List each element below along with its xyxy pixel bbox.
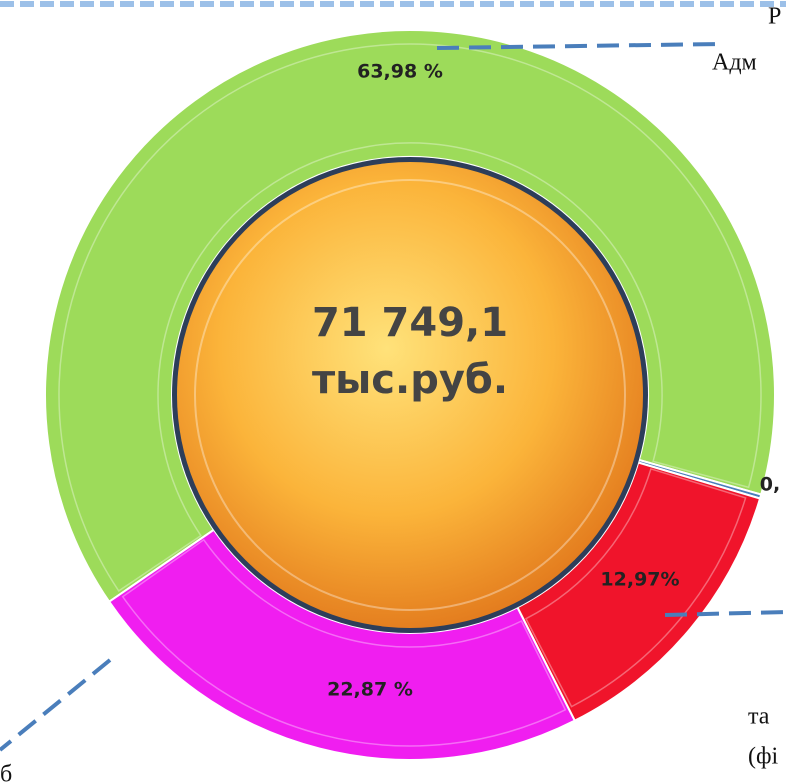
segment-bevel bbox=[524, 467, 747, 708]
value-label: 12,97% bbox=[600, 569, 679, 591]
annotation: та bbox=[748, 704, 770, 730]
value-label: 63,98 % bbox=[357, 61, 443, 83]
annotation: (фі bbox=[748, 744, 779, 770]
core-ring bbox=[194, 179, 626, 611]
leader-line bbox=[0, 658, 112, 752]
center-unit: тыс.руб. bbox=[312, 357, 508, 403]
segment-bevel bbox=[58, 43, 762, 592]
leader-line bbox=[664, 610, 786, 617]
leader-line bbox=[436, 42, 721, 50]
center-value: 71 749,1 bbox=[312, 300, 508, 346]
annotation: Р bbox=[768, 4, 781, 30]
value-label: 0, bbox=[760, 474, 780, 496]
segment-bevel bbox=[121, 538, 567, 747]
core bbox=[177, 162, 643, 628]
value-label: 22,87 % bbox=[327, 679, 413, 701]
annotation: Адм bbox=[712, 50, 757, 76]
annotation: б bbox=[0, 762, 12, 784]
